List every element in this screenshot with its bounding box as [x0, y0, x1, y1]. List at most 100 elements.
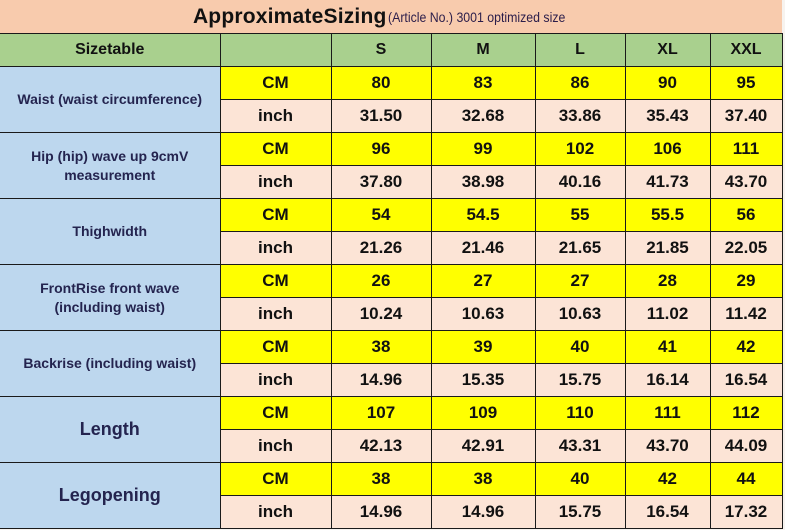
cell: 35.43	[624, 99, 711, 133]
table-row: Legopening CM 38 38 40 42 44	[0, 462, 783, 529]
unit-cm: CM	[219, 264, 332, 298]
table-row: inch 14.96 15.35 15.75 16.14 16.54	[0, 363, 783, 397]
table-row: inch 31.50 32.68 33.86 35.43 37.40	[0, 99, 783, 133]
cell: 37.80	[330, 165, 432, 199]
cell: 15.75	[534, 495, 626, 529]
cell: 21.85	[624, 231, 711, 265]
cell: 55.5	[624, 198, 711, 232]
cell: 37.40	[709, 99, 783, 133]
cell: 39	[430, 330, 536, 364]
cell: 40	[534, 330, 626, 364]
cell: 10.24	[330, 297, 432, 331]
cell: 14.96	[330, 363, 432, 397]
table-row: inch 37.80 38.98 40.16 41.73 43.70	[0, 165, 783, 199]
cell: 44.09	[709, 429, 783, 463]
table-row: Thighwidth CM 54 54.5 55 55.5 56	[0, 198, 783, 265]
cell: 10.63	[534, 297, 626, 331]
header-size-xl: XL	[624, 33, 711, 67]
title-main: ApproximateSizing	[192, 4, 387, 28]
cell: 26	[330, 264, 432, 298]
unit-inch: inch	[219, 165, 332, 199]
cell: 32.68	[430, 99, 536, 133]
cell: 111	[709, 132, 783, 166]
unit-inch: inch	[219, 429, 332, 463]
cell: 41.73	[624, 165, 711, 199]
cell: 99	[430, 132, 536, 166]
cell: 15.35	[430, 363, 536, 397]
cell: 16.54	[624, 495, 711, 529]
cell: 80	[330, 66, 432, 100]
size-table: Sizetable S M L XL XXL Waist (waist circ…	[0, 33, 783, 529]
table-row: Hip (hip) wave up 9cmV measurement CM 96…	[0, 132, 783, 199]
unit-cm: CM	[219, 396, 332, 430]
header-size-m: M	[430, 33, 536, 67]
header-size-s: S	[330, 33, 432, 67]
cell: 107	[330, 396, 432, 430]
cell: 21.26	[330, 231, 432, 265]
cell: 43.31	[534, 429, 626, 463]
cell: 112	[709, 396, 783, 430]
row-label-length: Length	[0, 396, 221, 463]
cell: 42	[624, 462, 711, 496]
unit-cm: CM	[219, 462, 332, 496]
unit-inch: inch	[219, 297, 332, 331]
cell: 21.46	[430, 231, 536, 265]
table-row: Backrise (including waist) CM 38 39 40 4…	[0, 330, 783, 397]
cell: 22.05	[709, 231, 783, 265]
cell: 96	[330, 132, 432, 166]
cell: 42.13	[330, 429, 432, 463]
cell: 28	[624, 264, 711, 298]
cell: 38.98	[430, 165, 536, 199]
cell: 54.5	[430, 198, 536, 232]
cell: 27	[430, 264, 536, 298]
cell: 86	[534, 66, 626, 100]
row-label-thighwidth: Thighwidth	[0, 198, 221, 265]
row-label-waist: Waist (waist circumference)	[0, 66, 221, 133]
row-label-backrise: Backrise (including waist)	[0, 330, 221, 397]
unit-cm: CM	[219, 132, 332, 166]
cell: 16.14	[624, 363, 711, 397]
table-row: inch 21.26 21.46 21.65 21.85 22.05	[0, 231, 783, 265]
cell: 55	[534, 198, 626, 232]
table-row: Length CM 107 109 110 111 112	[0, 396, 783, 463]
cell: 27	[534, 264, 626, 298]
table-row: inch 42.13 42.91 43.31 43.70 44.09	[0, 429, 783, 463]
cell: 43.70	[709, 165, 783, 199]
title-subtitle: (Article No.) 3001 optimized size	[387, 8, 565, 25]
cell: 31.50	[330, 99, 432, 133]
unit-cm: CM	[219, 330, 332, 364]
cell: 106	[624, 132, 711, 166]
cell: 41	[624, 330, 711, 364]
cell: 14.96	[430, 495, 536, 529]
table-row: inch 10.24 10.63 10.63 11.02 11.42	[0, 297, 783, 331]
table-row: FrontRise front wave (including waist) C…	[0, 264, 783, 331]
header-unit	[219, 33, 332, 67]
cell: 54	[330, 198, 432, 232]
cell: 102	[534, 132, 626, 166]
unit-inch: inch	[219, 363, 332, 397]
cell: 11.42	[709, 297, 783, 331]
row-label-frontrise: FrontRise front wave (including waist)	[0, 264, 221, 331]
cell: 38	[430, 462, 536, 496]
cell: 109	[430, 396, 536, 430]
cell: 38	[330, 330, 432, 364]
cell: 43.70	[624, 429, 711, 463]
title-band: ApproximateSizing (Article No.) 3001 opt…	[0, 0, 782, 33]
header-size-l: L	[534, 33, 626, 67]
cell: 29	[709, 264, 783, 298]
header-row: Sizetable S M L XL XXL	[0, 33, 783, 67]
cell: 110	[534, 396, 626, 430]
cell: 21.65	[534, 231, 626, 265]
cell: 17.32	[709, 495, 783, 529]
table-row: Waist (waist circumference) CM 80 83 86 …	[0, 66, 783, 133]
cell: 38	[330, 462, 432, 496]
cell: 40.16	[534, 165, 626, 199]
unit-cm: CM	[219, 198, 332, 232]
cell: 44	[709, 462, 783, 496]
unit-inch: inch	[219, 99, 332, 133]
cell: 56	[709, 198, 783, 232]
cell: 42	[709, 330, 783, 364]
table-row: inch 14.96 14.96 15.75 16.54 17.32	[0, 495, 783, 529]
cell: 111	[624, 396, 711, 430]
header-sizetable: Sizetable	[0, 33, 221, 67]
